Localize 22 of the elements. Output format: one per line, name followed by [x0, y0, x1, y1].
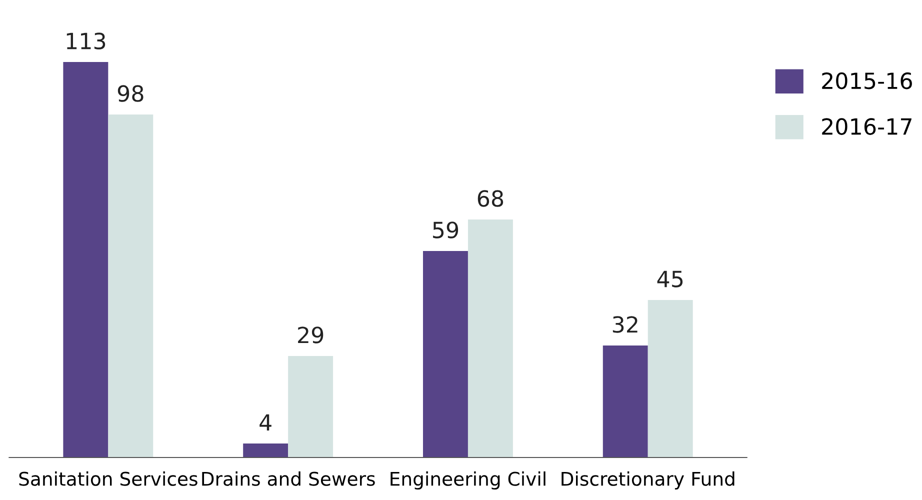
x-tick-label: Drains and Sewers [202, 471, 375, 486]
x-tick-label: Sanitation Services [19, 471, 198, 486]
data-label: 68 [478, 190, 504, 207]
bar [243, 444, 288, 458]
bar [422, 251, 468, 458]
legend-label: 2016-17 [822, 118, 912, 135]
data-label: 113 [66, 32, 106, 50]
bar [648, 300, 693, 458]
data-label: 29 [298, 326, 324, 344]
data-label: 4 [260, 414, 272, 431]
bar [63, 62, 108, 458]
data-label: 59 [433, 222, 458, 238]
x-tick-label: Discretionary Fund [562, 471, 734, 490]
legend-label: 2015-16 [822, 72, 912, 90]
x-tick-label: Engineering Civil [390, 471, 546, 490]
data-label: 32 [612, 316, 638, 333]
bar [468, 220, 513, 458]
data-label: 98 [118, 85, 144, 102]
bar [602, 346, 648, 458]
bar [288, 356, 334, 458]
bar [108, 114, 154, 458]
data-label: 45 [657, 270, 683, 288]
